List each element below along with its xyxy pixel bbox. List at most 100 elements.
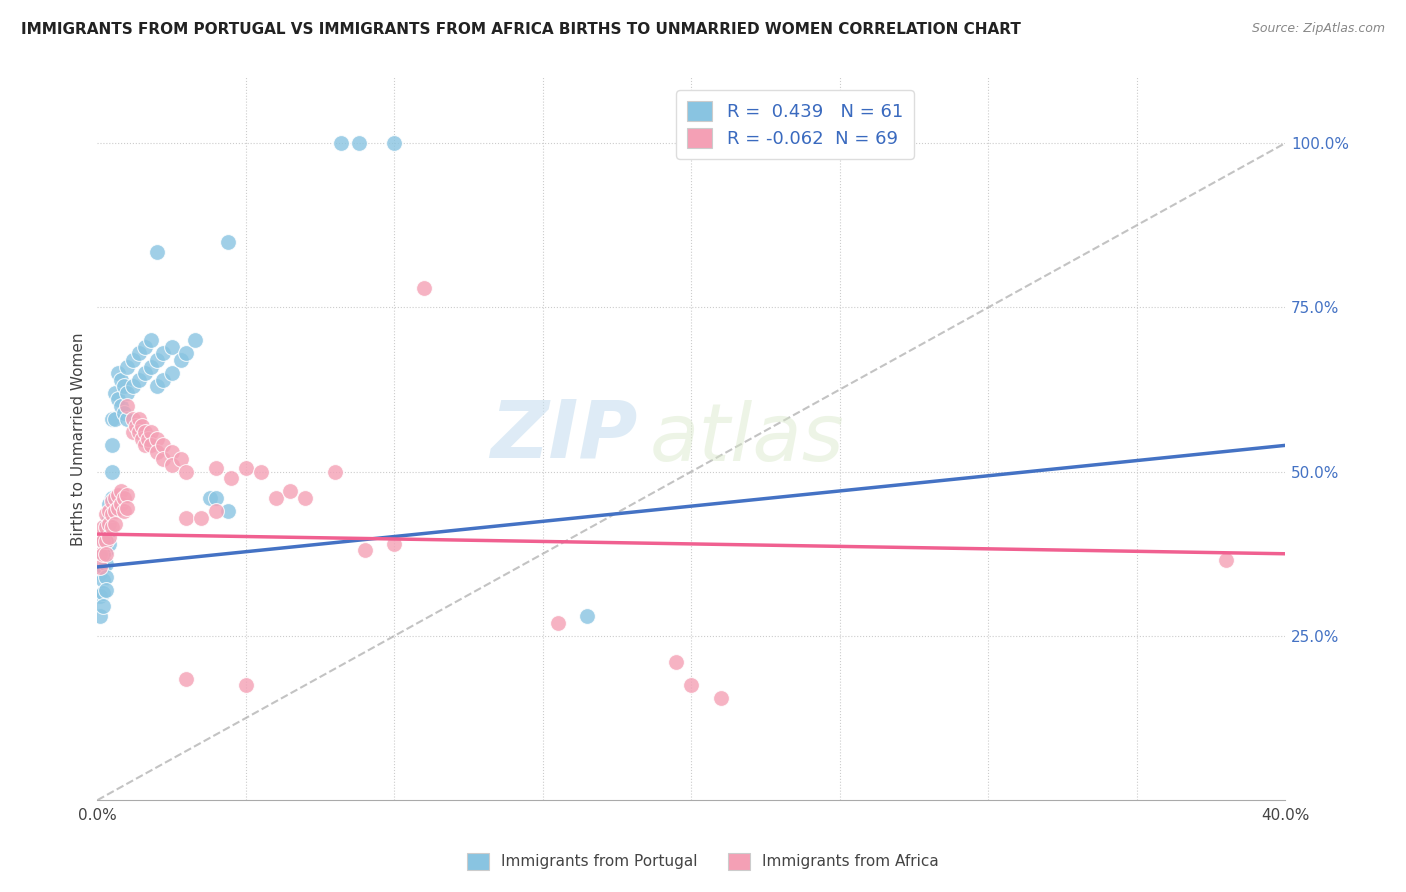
Point — [104, 491, 127, 505]
Point — [160, 366, 183, 380]
Point — [152, 346, 174, 360]
Point — [139, 359, 162, 374]
Legend: Immigrants from Portugal, Immigrants from Africa: Immigrants from Portugal, Immigrants fro… — [460, 846, 946, 877]
Point — [323, 465, 346, 479]
Text: Source: ZipAtlas.com: Source: ZipAtlas.com — [1251, 22, 1385, 36]
Point — [176, 510, 198, 524]
Point — [122, 379, 145, 393]
Point — [89, 547, 111, 561]
Point — [219, 471, 242, 485]
Point — [115, 385, 138, 400]
Point — [96, 517, 118, 532]
Point — [89, 566, 111, 581]
Point — [98, 517, 121, 532]
Point — [152, 373, 174, 387]
Point — [115, 488, 138, 502]
Point — [134, 425, 156, 440]
Point — [128, 425, 150, 440]
Point — [107, 500, 129, 515]
Y-axis label: Births to Unmarried Women: Births to Unmarried Women — [72, 332, 86, 546]
Point — [96, 508, 118, 522]
Point — [96, 582, 118, 597]
Text: IMMIGRANTS FROM PORTUGAL VS IMMIGRANTS FROM AFRICA BIRTHS TO UNMARRIED WOMEN COR: IMMIGRANTS FROM PORTUGAL VS IMMIGRANTS F… — [21, 22, 1021, 37]
Point — [176, 465, 198, 479]
Point — [89, 530, 111, 544]
Point — [115, 500, 138, 515]
Point — [96, 533, 118, 548]
Point — [145, 244, 167, 259]
Point — [152, 451, 174, 466]
Point — [128, 346, 150, 360]
Point — [134, 366, 156, 380]
Point — [217, 235, 239, 249]
Point — [294, 491, 316, 505]
Point — [91, 547, 114, 561]
Point — [1215, 553, 1237, 567]
Point — [91, 533, 114, 548]
Point — [160, 340, 183, 354]
Point — [110, 484, 132, 499]
Point — [145, 432, 167, 446]
Point — [98, 524, 121, 538]
Point — [382, 537, 405, 551]
Point — [89, 560, 111, 574]
Point — [91, 560, 114, 574]
Point — [139, 438, 162, 452]
Point — [576, 609, 599, 624]
Point — [681, 678, 703, 692]
Point — [134, 438, 156, 452]
Point — [107, 366, 129, 380]
Point — [91, 547, 114, 561]
Point — [112, 491, 135, 505]
Point — [382, 136, 405, 150]
Point — [101, 508, 124, 522]
Point — [353, 543, 375, 558]
Point — [91, 573, 114, 587]
Point — [152, 438, 174, 452]
Point — [235, 461, 257, 475]
Point — [104, 412, 127, 426]
Point — [205, 461, 228, 475]
Point — [145, 353, 167, 368]
Point — [89, 590, 111, 604]
Point — [101, 438, 124, 452]
Point — [98, 510, 121, 524]
Point — [217, 504, 239, 518]
Point — [413, 281, 436, 295]
Point — [91, 533, 114, 548]
Point — [98, 537, 121, 551]
Point — [104, 504, 127, 518]
Point — [101, 491, 124, 505]
Point — [249, 465, 271, 479]
Point — [347, 136, 370, 150]
Point — [115, 412, 138, 426]
Point — [101, 520, 124, 534]
Point — [98, 498, 121, 512]
Point — [98, 530, 121, 544]
Point — [96, 557, 118, 571]
Point — [96, 547, 118, 561]
Point — [96, 543, 118, 558]
Point — [112, 379, 135, 393]
Point — [280, 484, 302, 499]
Point — [136, 432, 159, 446]
Point — [104, 385, 127, 400]
Point — [125, 418, 148, 433]
Point — [98, 504, 121, 518]
Point — [96, 520, 118, 534]
Point — [91, 599, 114, 614]
Point — [145, 445, 167, 459]
Point — [110, 373, 132, 387]
Point — [91, 520, 114, 534]
Legend: R =  0.439   N = 61, R = -0.062  N = 69: R = 0.439 N = 61, R = -0.062 N = 69 — [676, 90, 914, 159]
Point — [104, 517, 127, 532]
Point — [101, 465, 124, 479]
Point — [176, 672, 198, 686]
Point — [235, 678, 257, 692]
Point — [145, 379, 167, 393]
Point — [89, 553, 111, 567]
Point — [115, 399, 138, 413]
Point — [112, 504, 135, 518]
Point — [329, 136, 352, 150]
Point — [91, 586, 114, 600]
